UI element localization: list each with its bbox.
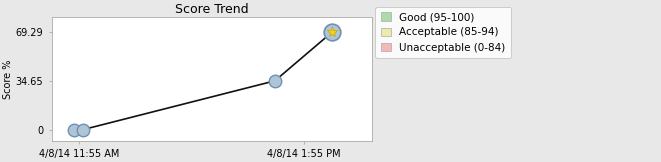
Title: Score Trend: Score Trend xyxy=(175,3,249,16)
Legend: Good (95-100), Acceptable (85-94), Unacceptable (0-84): Good (95-100), Acceptable (85-94), Unacc… xyxy=(375,7,511,58)
Y-axis label: Score %: Score % xyxy=(3,59,13,99)
